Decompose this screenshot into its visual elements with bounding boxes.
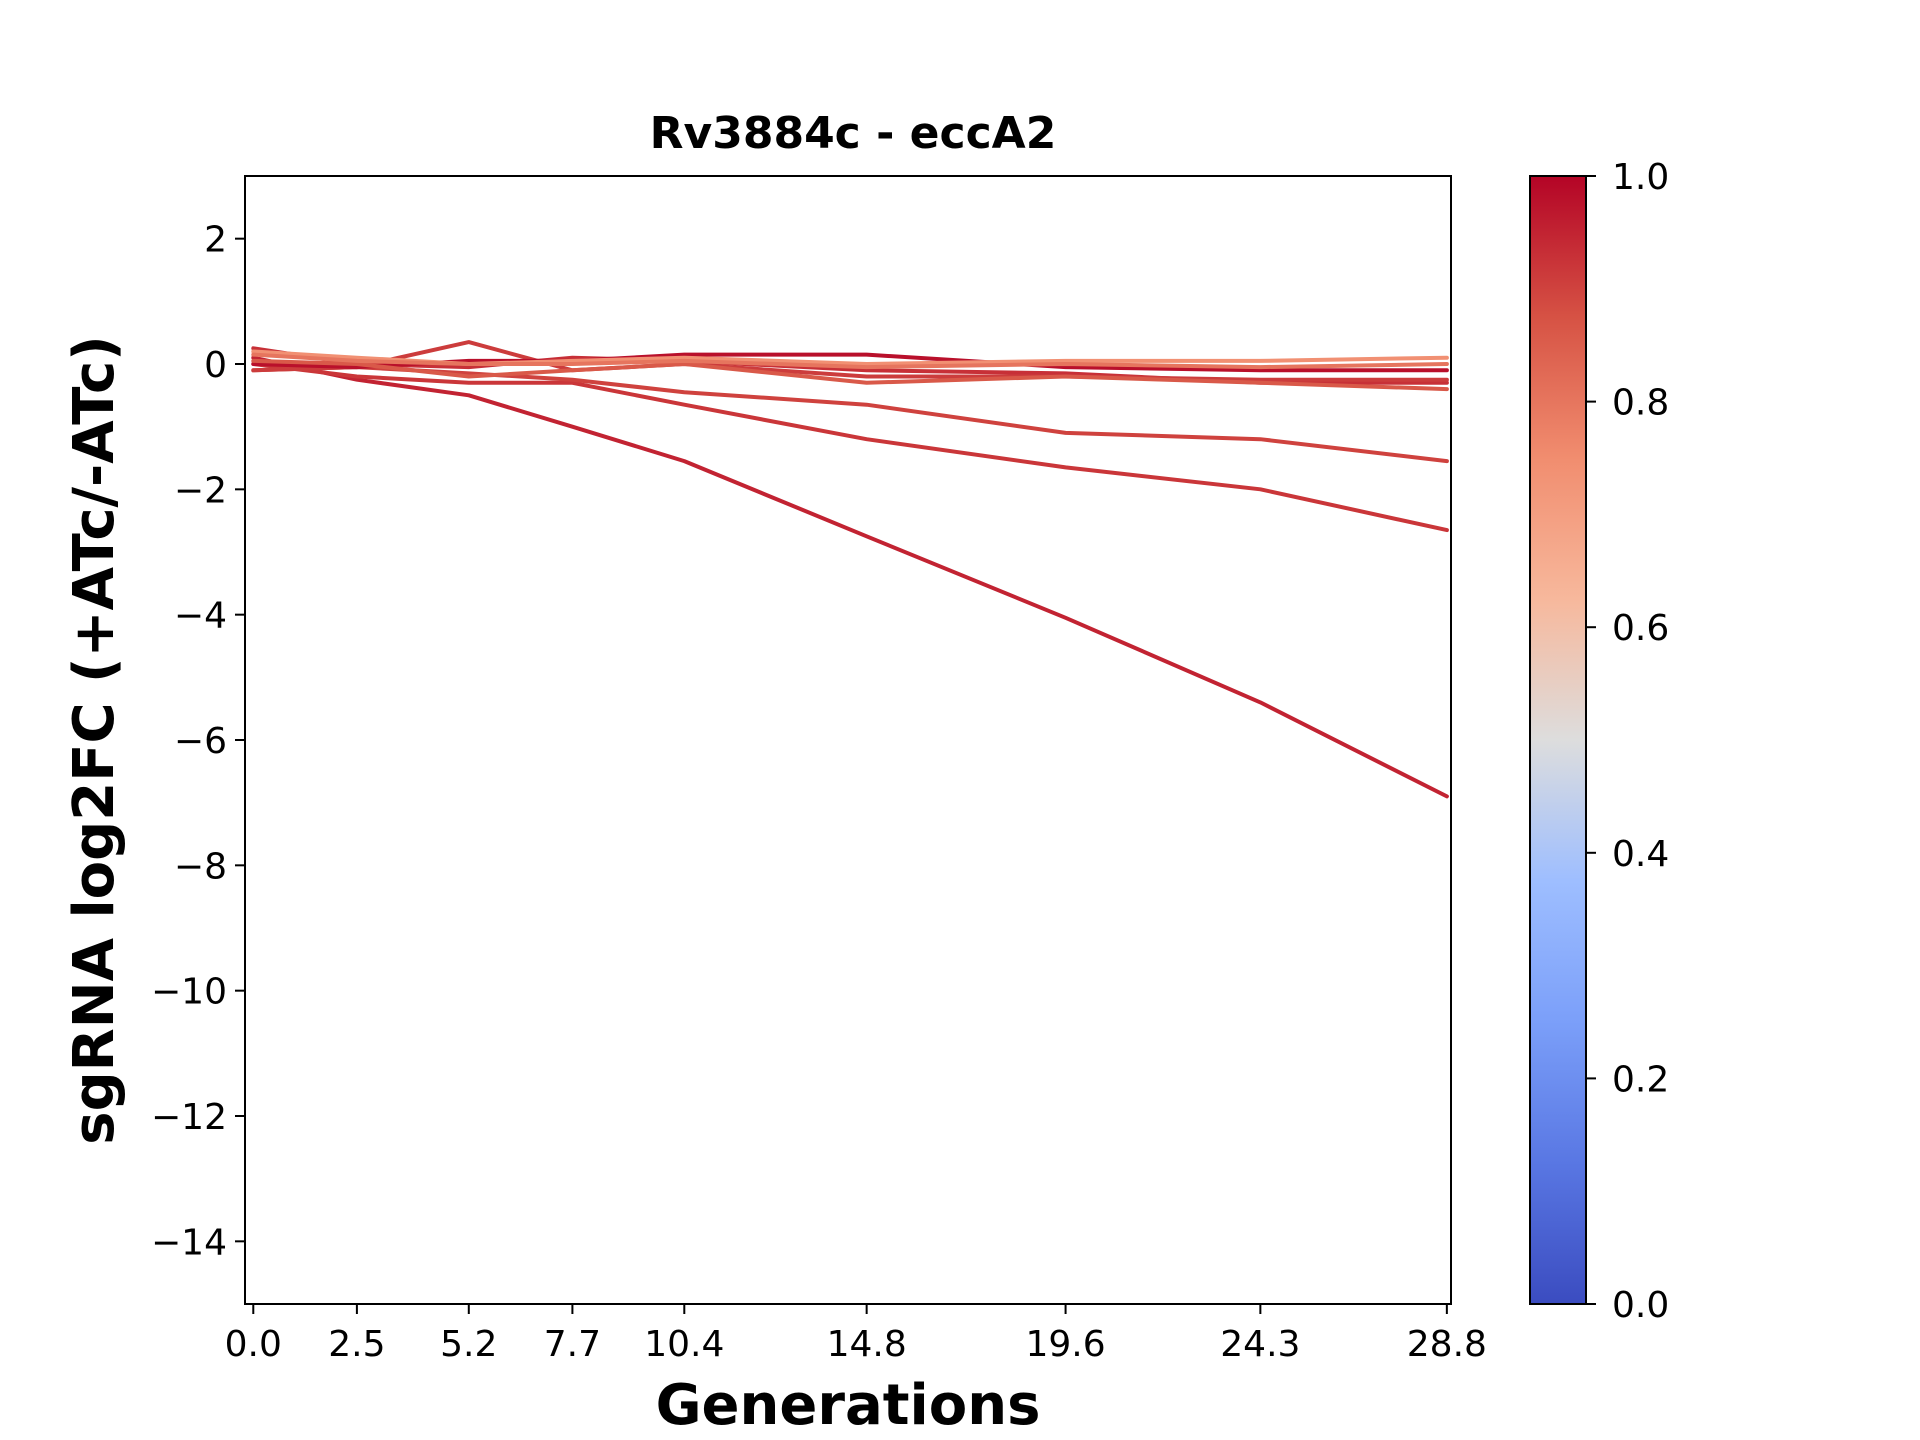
y-tick-label: 0 (204, 345, 227, 386)
y-tick-label: −8 (174, 846, 227, 887)
y-axis-label: sgRNA log2FC (+ATc/-ATc) (62, 335, 127, 1145)
colorbar: 0.0 0.2 0.4 0.6 0.8 1.0 (1529, 157, 1669, 1326)
x-tick-label: 19.6 (1025, 1324, 1105, 1365)
series-line-8 (251, 349, 1449, 366)
colorbar-tick-label: 0.2 (1612, 1059, 1669, 1100)
y-axis: 2 0 −2 −4 −6 −8 −10 −12 −14 (151, 220, 245, 1263)
colorbar-tick-label: 1.0 (1612, 157, 1669, 198)
x-tick-label: 10.4 (644, 1324, 724, 1365)
series-line-9 (251, 352, 1449, 370)
x-axis-label: Generations (656, 1373, 1041, 1438)
y-tick-label: 2 (204, 220, 227, 261)
y-tick-label: −14 (151, 1222, 227, 1263)
colorbar-gradient (1529, 175, 1587, 1305)
x-tick-label: 5.2 (440, 1324, 497, 1365)
series-line-1 (251, 355, 1449, 799)
colorbar-tick-label: 0.4 (1612, 834, 1669, 875)
y-tick-label: −4 (174, 596, 227, 637)
series-line-6 (251, 352, 1449, 373)
x-tick-label: 2.5 (328, 1324, 385, 1365)
series-line-2 (251, 362, 1449, 533)
series-line-7 (251, 358, 1449, 392)
x-tick-label: 7.7 (544, 1324, 601, 1365)
y-tick-label: −2 (174, 470, 227, 511)
x-tick-label: 0.0 (225, 1324, 282, 1365)
y-tick-label: −10 (151, 972, 227, 1013)
plot-area (244, 175, 1452, 1305)
x-tick-label: 28.8 (1407, 1324, 1487, 1365)
chart-title: Rv3884c - eccA2 (650, 108, 1057, 159)
x-axis: 0.0 2.5 5.2 7.7 10.4 14.8 19.6 24.3 28.8 (225, 1304, 1487, 1365)
y-tick-label: −6 (174, 721, 227, 762)
x-tick-label: 14.8 (827, 1324, 907, 1365)
colorbar-tick-label: 0.8 (1612, 383, 1669, 424)
colorbar-tick-label: 0.0 (1612, 1285, 1669, 1326)
series-lines (251, 340, 1449, 799)
colorbar-ticks: 0.0 0.2 0.4 0.6 0.8 1.0 (1586, 157, 1669, 1326)
plot-frame (244, 175, 1452, 1305)
x-tick-label: 24.3 (1220, 1324, 1300, 1365)
colorbar-tick-label: 0.6 (1612, 608, 1669, 649)
y-tick-label: −12 (151, 1097, 227, 1138)
